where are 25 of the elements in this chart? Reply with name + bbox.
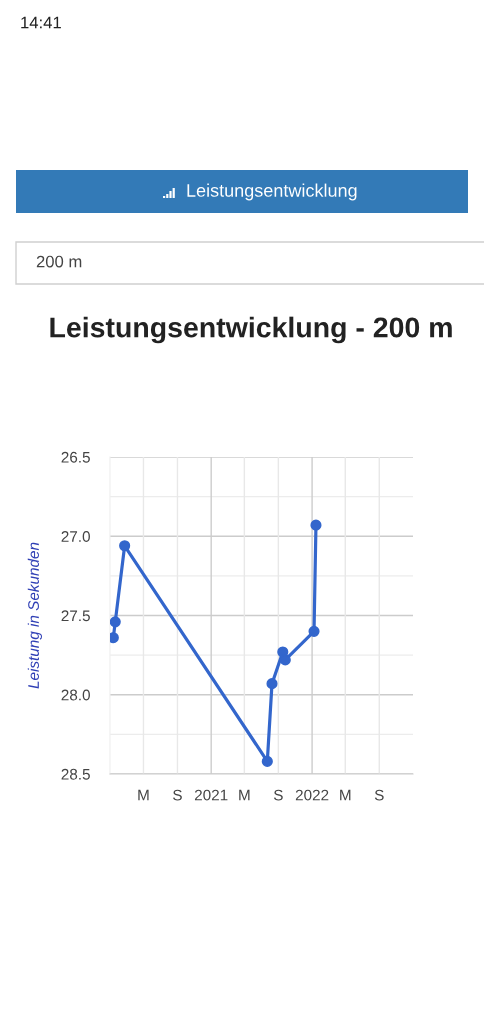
- text: 200 m: [36, 255, 82, 268]
- point: [279, 654, 291, 666]
- point: [110, 616, 121, 628]
- text: Leistungsentwicklung: [187, 183, 357, 201]
- y-axis-title: Leistung in Sekunden: [27, 542, 42, 689]
- point: [261, 755, 273, 767]
- y-tick-label: 26.5: [61, 451, 90, 463]
- point: [310, 519, 322, 531]
- x-tick-label: S: [273, 789, 283, 801]
- x-tick-label: M: [239, 789, 250, 801]
- chart-title: Leistungsentwicklung - 200 m: [50, 316, 452, 344]
- x-tick-label: S: [173, 789, 182, 801]
- x-tick-label: 2021: [194, 789, 228, 801]
- point: [308, 625, 320, 637]
- y-tick-label: 28.5: [61, 768, 90, 780]
- text: 14:41: [21, 16, 61, 29]
- point: [266, 678, 278, 690]
- x-tick-label: M: [138, 789, 149, 801]
- y-tick-label: 28.0: [61, 689, 90, 701]
- y-tick-label: 27.0: [61, 531, 90, 542]
- x-tick-label: 2022: [295, 789, 329, 801]
- point: [119, 540, 131, 552]
- x-tick-label: S: [374, 789, 384, 801]
- x-tick-label: M: [340, 789, 351, 801]
- y-tick-label: 27.5: [61, 610, 90, 622]
